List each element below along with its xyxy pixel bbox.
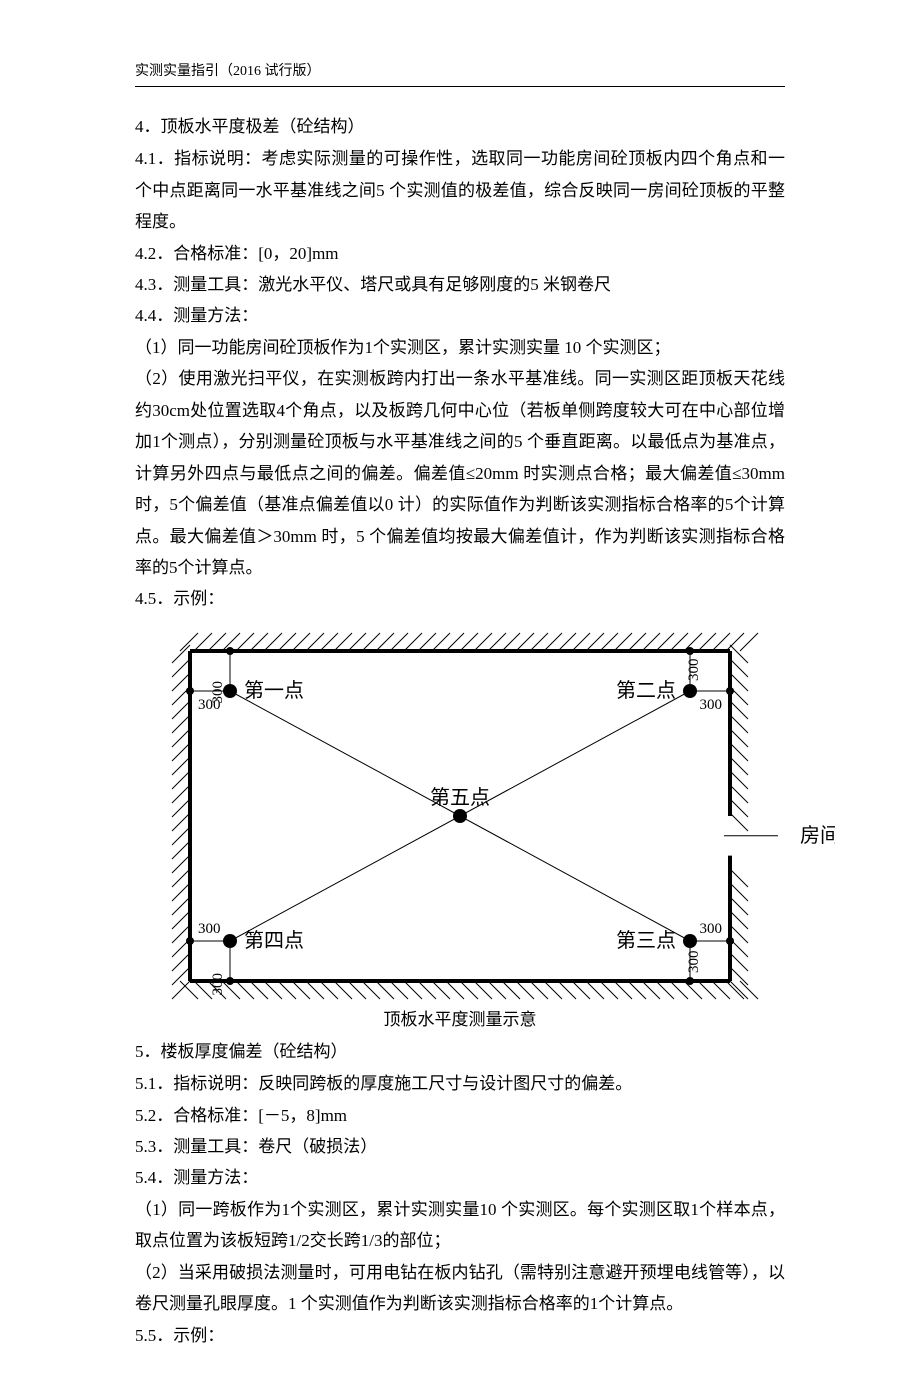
svg-text:300: 300 (686, 658, 702, 681)
svg-text:300: 300 (686, 950, 702, 973)
para-5-4-1: （1）同一跨板作为1个实测区，累计实测实量10 个实测区。每个实测区取1个样本点… (135, 1194, 785, 1257)
svg-text:300: 300 (210, 681, 226, 704)
diagram-caption: 顶板水平度测量示意 (135, 1005, 785, 1030)
svg-text:300: 300 (700, 697, 723, 713)
para-5-5: 5.5．示例： (135, 1320, 785, 1351)
section-4-title: 4．顶板水平度极差（砼结构） (135, 111, 785, 143)
para-4-3: 4.3．测量工具：激光水平仪、塔尺或具有足够刚度的5 米钢卷尺 (135, 269, 785, 300)
para-4-1: 4.1．指标说明：考虑实际测量的可操作性，选取同一功能房间砼顶板内四个角点和一个… (135, 143, 785, 237)
para-4-4: 4.4．测量方法： (135, 300, 785, 331)
section-4-num: 4． (135, 117, 161, 136)
para-4-4-2: （2）使用激光扫平仪，在实测板跨内打出一条水平基准线。同一实测区距顶板天花线约3… (135, 363, 785, 583)
section-5-title: 5．楼板厚度偏差（砼结构） (135, 1036, 785, 1068)
svg-text:300: 300 (700, 921, 723, 937)
para-4-2: 4.2．合格标准：[0，20]mm (135, 238, 785, 269)
para-4-4-1: （1）同一功能房间砼顶板作为1个实测区，累计实测实量 10 个实测区； (135, 332, 785, 363)
para-4-5: 4.5．示例： (135, 583, 785, 614)
diagram-ceiling-levelness: 300300300300300300300300第一点第二点第三点第四点第五点房… (135, 621, 785, 1001)
svg-text:房间: 房间 (800, 824, 835, 847)
para-5-4-2: （2）当采用破损法测量时，可用电钻在板内钻孔（需特别注意避开预埋电线管等），以卷… (135, 1257, 785, 1320)
section-4-title-text: 顶板水平度极差（砼结构） (161, 117, 365, 136)
para-5-1: 5.1．指标说明：反映同跨板的厚度施工尺寸与设计图尺寸的偏差。 (135, 1068, 785, 1099)
svg-text:300: 300 (198, 921, 221, 937)
svg-text:第二点: 第二点 (616, 679, 676, 702)
section-5-title-text: 楼板厚度偏差（砼结构） (161, 1042, 348, 1061)
svg-text:第三点: 第三点 (616, 929, 676, 952)
section-5-num: 5． (135, 1042, 161, 1061)
para-5-2: 5.2．合格标准：[－5，8]mm (135, 1100, 785, 1131)
para-5-3: 5.3．测量工具：卷尺（破损法） (135, 1131, 785, 1162)
para-5-4: 5.4．测量方法： (135, 1162, 785, 1193)
diagram-svg: 300300300300300300300300第一点第二点第三点第四点第五点房… (135, 621, 835, 1001)
svg-text:第四点: 第四点 (244, 929, 304, 952)
svg-text:300: 300 (210, 973, 226, 996)
svg-text:第一点: 第一点 (244, 679, 304, 702)
svg-text:第五点: 第五点 (430, 786, 490, 809)
page-header: 实测实量指引（2016 试行版） (135, 60, 785, 87)
